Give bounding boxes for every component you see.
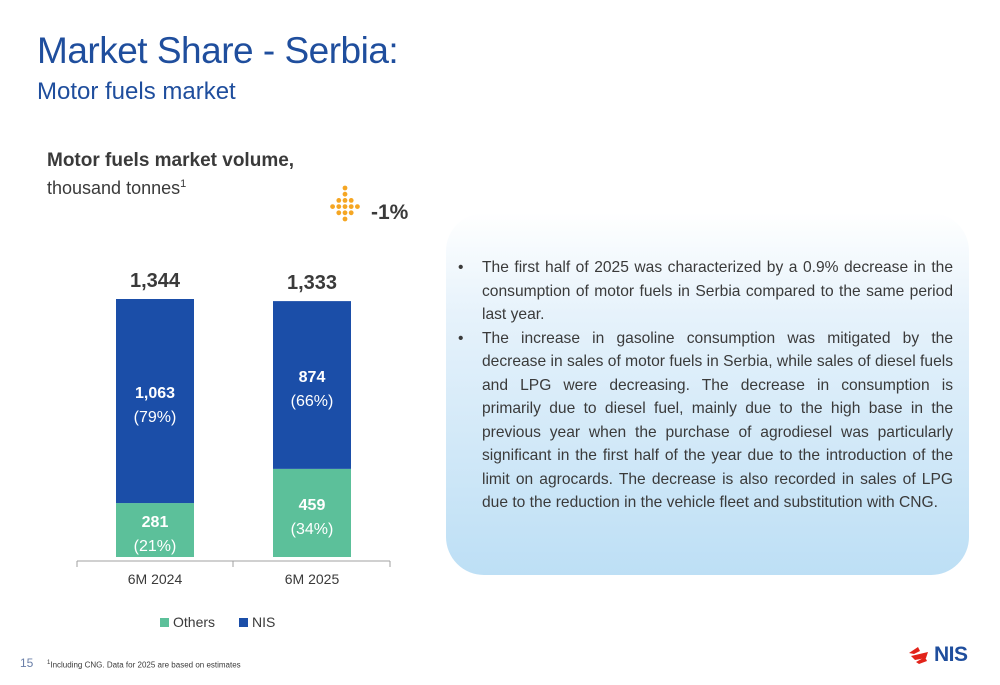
x-tick-label: 6M 2025 [285, 571, 340, 587]
chart-title: Motor fuels market volume, [47, 150, 295, 171]
bullet-marker: • [458, 329, 464, 347]
page-subtitle: Motor fuels market [37, 78, 236, 105]
change-label: -1% [371, 201, 409, 224]
bar-share-label: (66%) [291, 393, 334, 410]
nis-logo: NIS [906, 643, 968, 667]
page-number: 15 [20, 656, 34, 670]
arrow-dot [348, 198, 354, 203]
info-bullet-item: • The increase in gasoline consumption wa… [458, 327, 953, 515]
info-bullet-text: The first half of 2025 was characterized… [482, 259, 953, 323]
bar-total-label: 1,344 [130, 270, 181, 292]
bar-share-label: (21%) [134, 538, 177, 555]
chart-legend: Others NIS [160, 614, 275, 630]
legend-item-nis: NIS [239, 614, 275, 630]
bar-value-label: 281 [142, 514, 169, 531]
bar-value-label: 1,063 [135, 385, 175, 402]
bar-nis-2 [273, 301, 351, 469]
bar-nis-1 [116, 299, 194, 504]
bars-group [116, 299, 351, 557]
bar-share-label: (34%) [291, 521, 334, 538]
bar-value-label: 874 [299, 369, 326, 386]
chart-subtitle-text: thousand tonnes [47, 178, 181, 198]
bar-others-1 [116, 503, 194, 557]
info-bullet-text: The increase in gasoline consumption was… [482, 329, 953, 512]
arrow-dot [336, 198, 342, 203]
bar-total-label: 1,333 [287, 272, 337, 294]
arrow-dot [330, 204, 335, 210]
labels-group: 281 (21%) 1,063 (79%) 1,344 6M 2024 459 (34%) 87… [128, 270, 340, 587]
dotted-down-arrow-icon [330, 185, 360, 222]
chart-subtitle: thousand tonnes1 [47, 178, 186, 199]
arrow-dot [342, 198, 348, 203]
legend-label-nis: NIS [252, 614, 276, 630]
nis-logo-text: NIS [934, 643, 968, 666]
arrow-dot [348, 210, 354, 216]
bullet-marker: • [458, 259, 464, 276]
info-bullet-item: • The first half of 2025 was characterize… [458, 256, 953, 327]
arrow-dot [342, 191, 348, 197]
arrow-dot [342, 185, 348, 191]
info-bullet-list: • The first half of 2025 was characterize… [458, 256, 953, 515]
legend-swatch-nis [239, 617, 249, 627]
footnote-marker: 1 [47, 660, 51, 666]
arrow-dot [336, 204, 342, 210]
arrow-dot [336, 210, 342, 216]
page-title: Market Share - Serbia: [37, 30, 399, 71]
footnote: 1Including CNG. Data for 2025 are based … [47, 660, 241, 670]
arrow-dot [342, 210, 348, 216]
nis-logo-icon [909, 647, 928, 664]
legend-item-others: Others [160, 614, 215, 630]
legend-swatch-others [160, 617, 169, 627]
info-box: • The first half of 2025 was characterize… [446, 213, 969, 575]
footnote-text: Including CNG. Data for 2025 are based o… [50, 660, 241, 670]
bar-others-2 [273, 468, 351, 557]
bar-share-label: (79%) [134, 409, 177, 426]
x-tick-label: 6M 2024 [128, 571, 183, 587]
arrow-dot [342, 216, 348, 222]
chart-subtitle-footnote-marker: 1 [180, 178, 187, 190]
arrow-dot [342, 204, 348, 210]
arrow-dot [355, 204, 360, 210]
bar-value-label: 459 [299, 497, 326, 514]
legend-label-others: Others [173, 614, 216, 630]
arrow-dot [348, 204, 354, 210]
